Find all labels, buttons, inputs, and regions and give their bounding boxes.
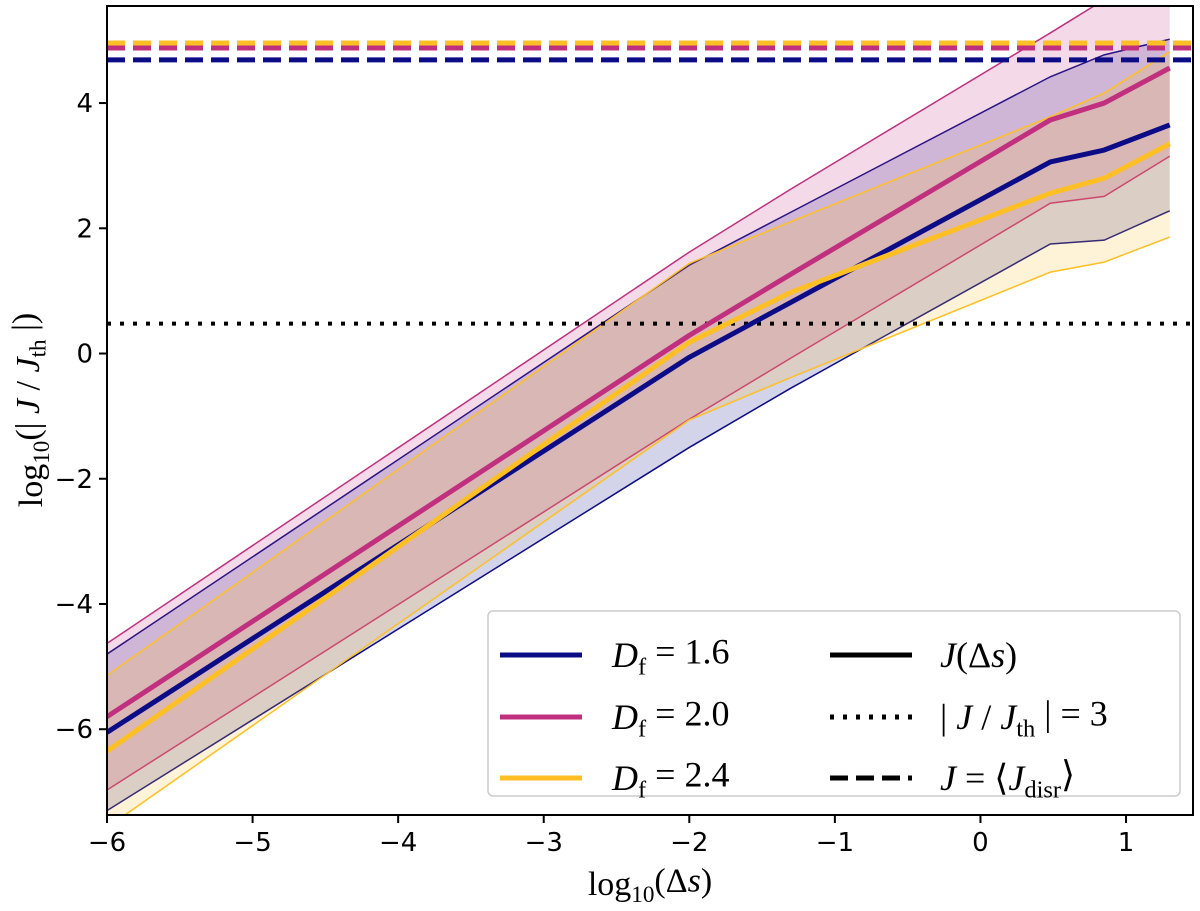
band-fill-1	[107, 6, 1170, 790]
label-part: f	[638, 776, 647, 803]
band-fill-0	[107, 39, 1170, 811]
label-part: J	[940, 758, 958, 798]
label-part: |	[940, 697, 956, 737]
label-part: J	[956, 697, 974, 737]
legend: Df = 1.6Df = 2.0Df = 2.4J(Δs)| J / Jth |…	[487, 610, 1181, 804]
legend-style-label-0: J(Δs)	[940, 635, 1017, 675]
mean-lines	[107, 65, 1171, 754]
legend-label-2: Df = 2.4	[611, 755, 729, 804]
label-part: log	[13, 464, 50, 507]
label-part: log	[588, 866, 631, 903]
label-part: f	[638, 715, 647, 742]
x-tick-label: −6	[88, 828, 126, 858]
x-tick-label: −5	[233, 828, 271, 858]
label-part: s	[688, 863, 701, 900]
label-part: = ⟨	[956, 758, 1008, 798]
label-part: J	[1008, 758, 1026, 798]
legend-label-0: Df = 1.6	[611, 632, 729, 681]
y-tick-label: 4	[76, 89, 93, 119]
label-part: = 2.0	[646, 694, 729, 734]
y-axis-label: log10(| J / Jth |)	[6, 313, 54, 507]
x-tick-label: −1	[816, 828, 854, 858]
label-part: f	[638, 653, 647, 680]
label-part: 10	[29, 441, 55, 464]
label-part: D	[611, 635, 638, 675]
label-part: |)	[6, 313, 43, 340]
label-part: = 1.6	[646, 632, 729, 672]
y-tick-label: −2	[55, 465, 93, 495]
plot-frame	[106, 5, 1194, 816]
mean-line-2	[107, 141, 1171, 754]
x-tick-label: 0	[972, 828, 989, 858]
legend-label-1: Df = 2.0	[611, 694, 729, 743]
label-part: (Δ	[654, 863, 687, 900]
label-part: th	[26, 339, 52, 357]
band-lower-0	[107, 210, 1171, 812]
x-tick-label: −4	[379, 828, 417, 858]
y-tick-label: 2	[76, 214, 93, 244]
band-lower-1	[107, 155, 1171, 791]
label-part: /	[10, 372, 47, 398]
label-part: | = 3	[1035, 694, 1108, 734]
label-part: (Δ	[956, 635, 991, 675]
legend-style-label-1: | J / Jth | = 3	[940, 694, 1108, 743]
x-tick-label: −2	[670, 828, 708, 858]
legend-box	[487, 610, 1181, 797]
label-part: J	[10, 355, 47, 372]
label-part: )	[1005, 635, 1017, 675]
label-part: J	[10, 397, 47, 414]
x-axis-label: log10(Δs)	[588, 863, 712, 908]
mean-line-0	[107, 122, 1171, 735]
band-lower-2	[123, 236, 1170, 815]
label-part: /	[972, 697, 1000, 737]
label-part: J	[1000, 697, 1018, 737]
y-tick-label: −6	[55, 715, 93, 745]
label-part: disr	[1024, 776, 1061, 803]
label-part: = 2.4	[646, 755, 729, 795]
label-part: )	[701, 863, 712, 900]
x-tick-label: −3	[525, 828, 563, 858]
band-upper-0	[107, 38, 1170, 655]
legend-style-label-2: J = ⟨Jdisr⟩	[940, 755, 1075, 804]
label-part: ⟩	[1061, 755, 1075, 795]
x-tick-label: 1	[1118, 828, 1135, 858]
label-part: 10	[631, 882, 654, 908]
label-part: (|	[10, 414, 47, 441]
band-upper-2	[107, 51, 1171, 676]
label-part: J	[940, 635, 958, 675]
axes: −6 −5 −4 −3 −2 −1 0 1−6−4−2024log10(Δs)log10(| …	[6, 89, 1134, 908]
label-part: s	[991, 635, 1005, 675]
label-part: th	[1016, 715, 1035, 742]
y-tick-label: 0	[76, 340, 93, 370]
mean-line-1	[107, 65, 1171, 719]
label-part: D	[611, 697, 638, 737]
y-tick-label: −4	[55, 590, 93, 620]
band-upper-1	[107, 6, 1096, 645]
label-part: D	[611, 758, 638, 798]
